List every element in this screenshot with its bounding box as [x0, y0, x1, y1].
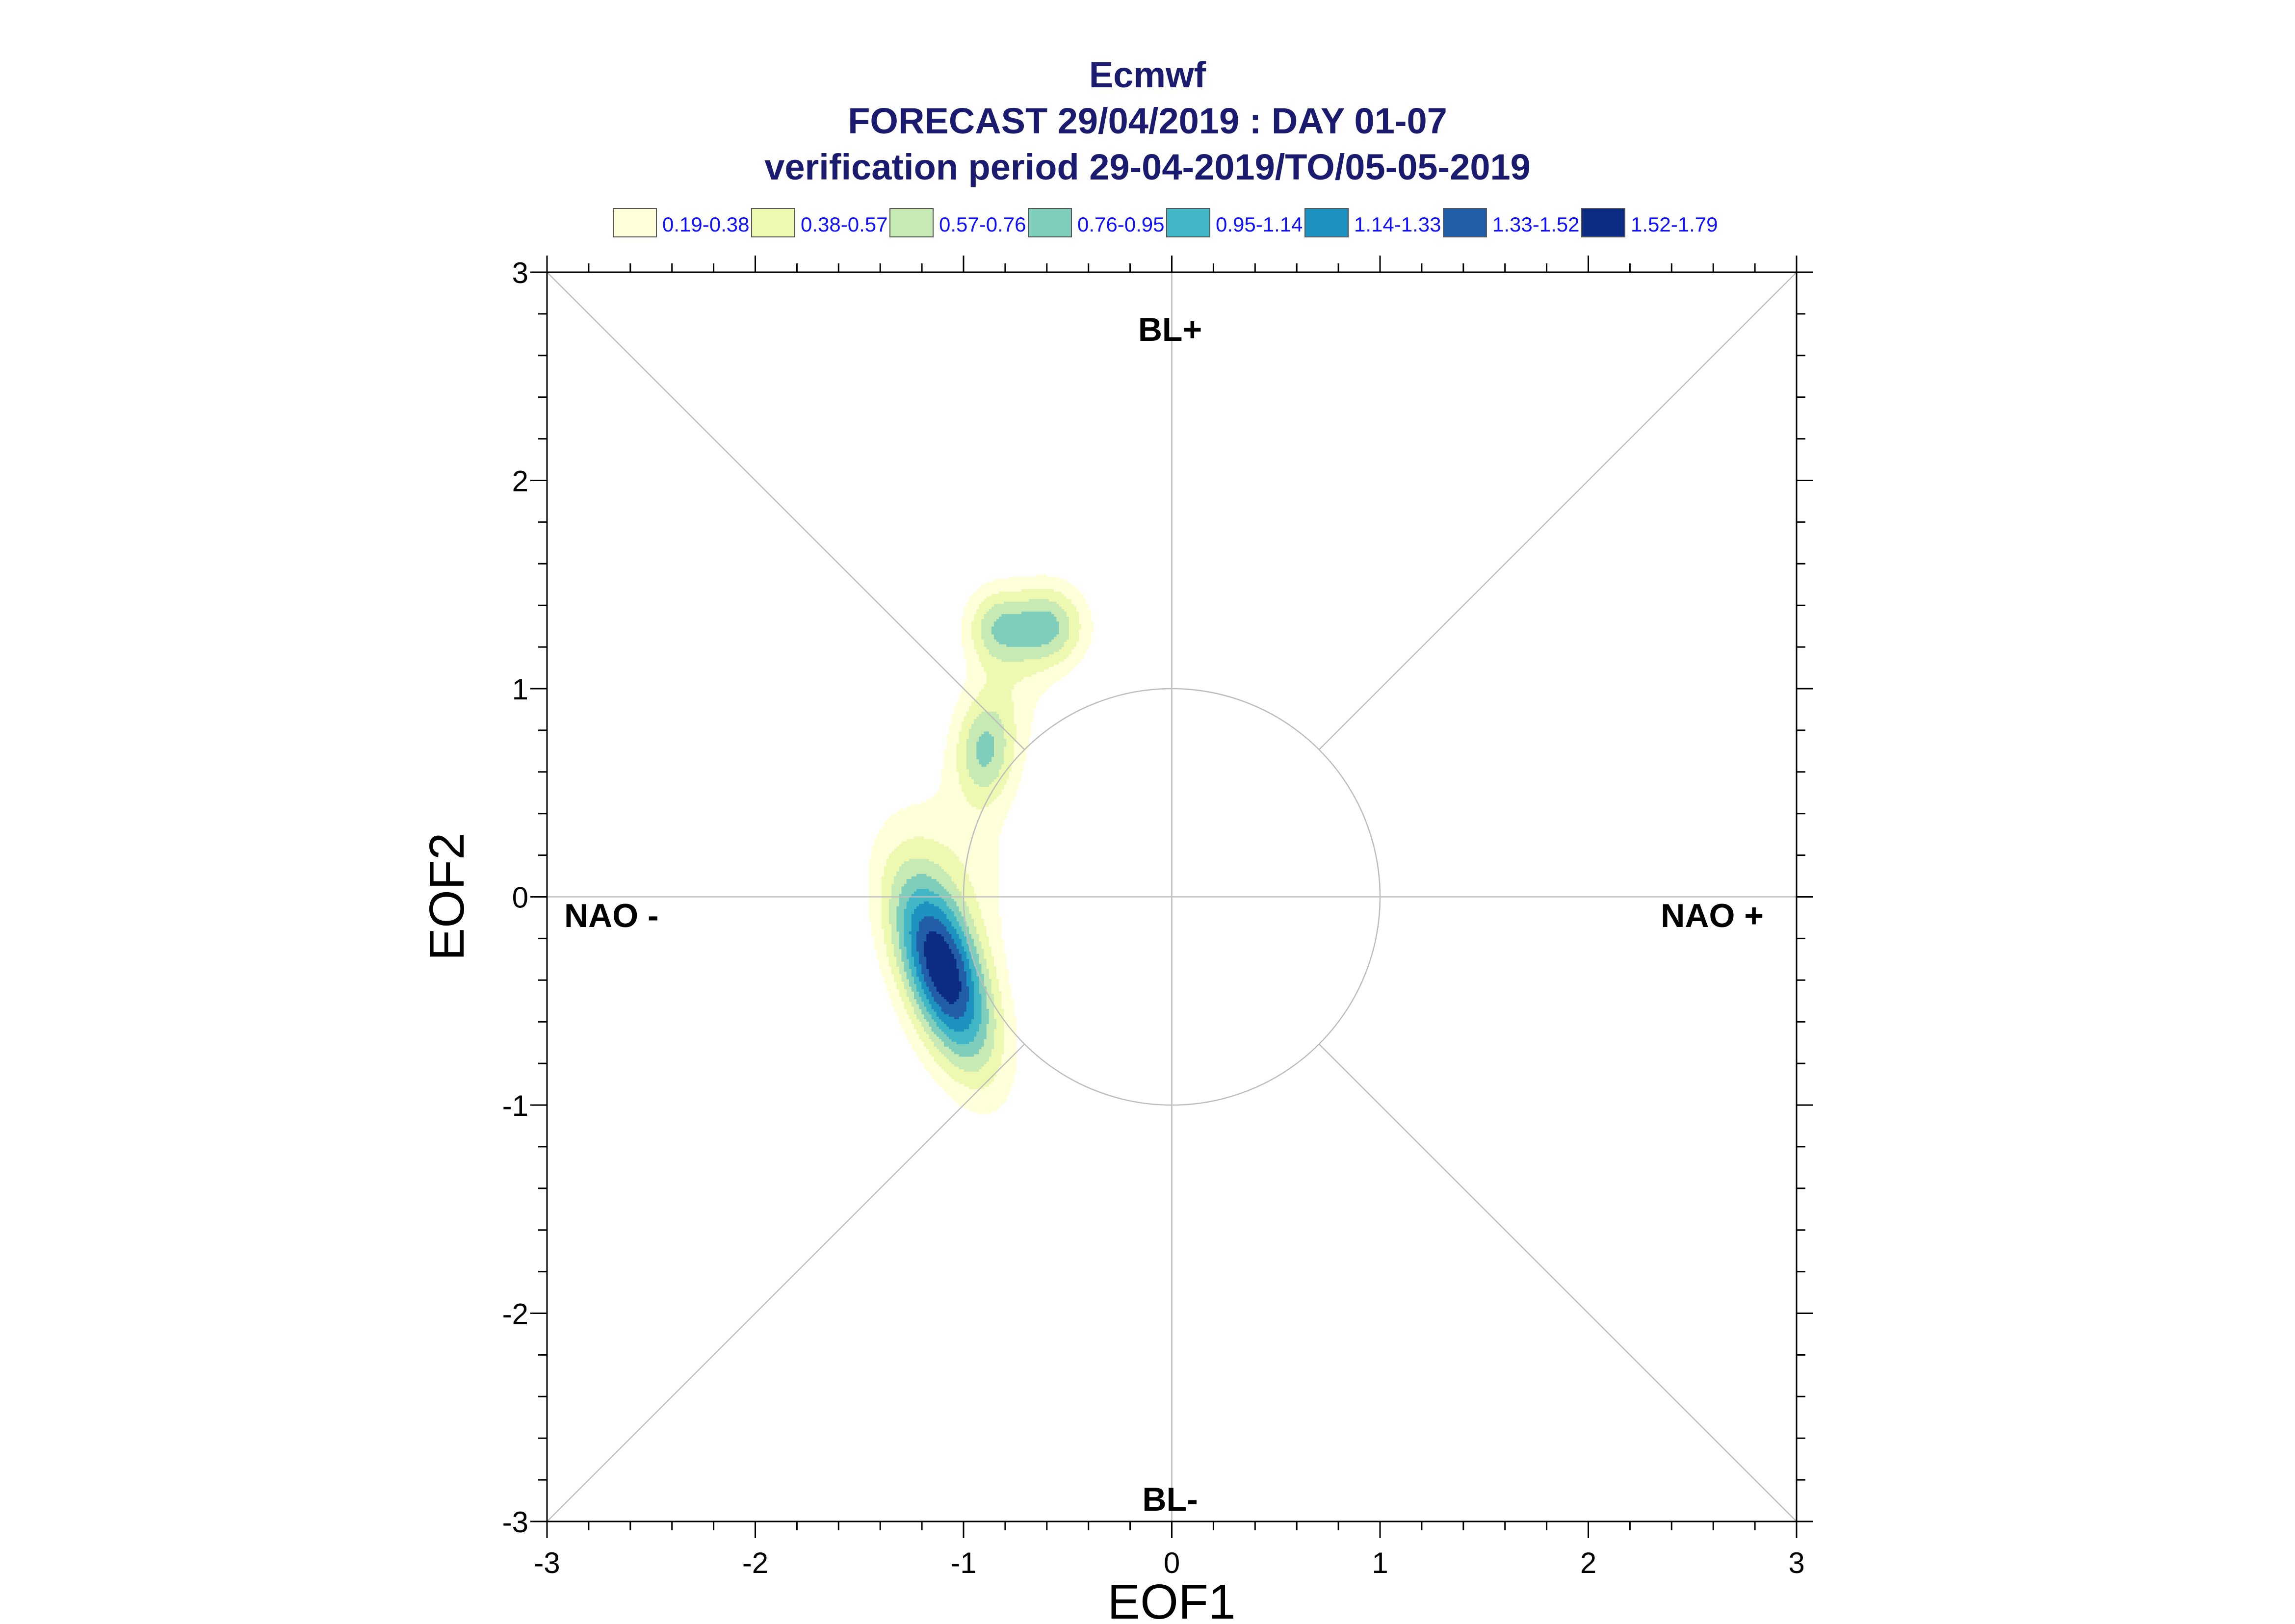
diagonal-line — [547, 272, 1025, 750]
legend-label: 0.95-1.14 — [1216, 213, 1303, 236]
chart-title: Ecmwf — [1089, 54, 1206, 95]
chart-subtitle-verification: verification period 29-04-2019/TO/05-05-… — [764, 147, 1531, 187]
x-tick-label: 1 — [1372, 1547, 1388, 1579]
x-axis-label: EOF1 — [1107, 1574, 1235, 1624]
y-tick-label: 0 — [512, 881, 528, 914]
density-band — [924, 931, 962, 1005]
legend: 0.19-0.38 0.38-0.57 0.57-0.76 0.76-0.95 0.95… — [613, 208, 1718, 237]
axis-ticks: -3 -2 -1 0 1 2 3 -3 -2 -1 0 1 2 3 — [502, 256, 1813, 1579]
y-tick-label: 2 — [512, 465, 528, 498]
regime-label-nao-minus: NAO - — [564, 897, 659, 934]
regime-label-bl-plus: BL+ — [1138, 311, 1202, 348]
regime-label-nao-plus: NAO + — [1661, 897, 1764, 934]
legend-swatch — [1581, 208, 1625, 237]
legend-label: 0.38-0.57 — [801, 213, 887, 236]
diagonal-line — [547, 1043, 1025, 1522]
y-tick-label: -2 — [502, 1298, 528, 1331]
legend-swatch — [1443, 208, 1487, 237]
x-tick-label: 3 — [1788, 1547, 1804, 1579]
legend-swatch — [889, 208, 934, 237]
chart-subtitle-forecast: FORECAST 29/04/2019 : DAY 01-07 — [848, 101, 1447, 141]
legend-label: 1.33-1.52 — [1492, 213, 1579, 236]
legend-label: 0.57-0.76 — [939, 213, 1026, 236]
reference-circle — [963, 688, 1381, 1106]
x-tick-label: 2 — [1580, 1547, 1596, 1579]
legend-label: 1.52-1.79 — [1631, 213, 1718, 236]
x-tick-label: -1 — [950, 1547, 976, 1579]
legend-label: 0.76-0.95 — [1077, 213, 1164, 236]
guide-lines — [547, 272, 1797, 1522]
legend-label: 0.19-0.38 — [662, 213, 749, 236]
regime-label-bl-minus: BL- — [1142, 1481, 1198, 1518]
legend-swatch — [1304, 208, 1349, 237]
plot-area: -3 -2 -1 0 1 2 3 -3 -2 -1 0 1 2 3 — [502, 256, 1813, 1579]
legend-swatch — [1166, 208, 1210, 237]
diagonal-line — [1318, 272, 1797, 750]
legend-swatch — [751, 208, 795, 237]
density-contours — [869, 574, 1094, 1114]
legend-label: 1.14-1.33 — [1354, 213, 1441, 236]
legend-swatch — [613, 208, 657, 237]
x-tick-label: -2 — [742, 1547, 768, 1579]
y-tick-label: 3 — [512, 257, 528, 289]
x-tick-label: 0 — [1164, 1547, 1180, 1579]
diagonal-line — [1318, 1043, 1797, 1522]
x-tick-label: -3 — [534, 1547, 560, 1579]
y-axis-label: EOF2 — [419, 832, 474, 960]
legend-swatch — [1028, 208, 1072, 237]
y-tick-label: -1 — [502, 1089, 528, 1122]
y-tick-label: 1 — [512, 673, 528, 706]
y-tick-label: -3 — [502, 1506, 528, 1539]
